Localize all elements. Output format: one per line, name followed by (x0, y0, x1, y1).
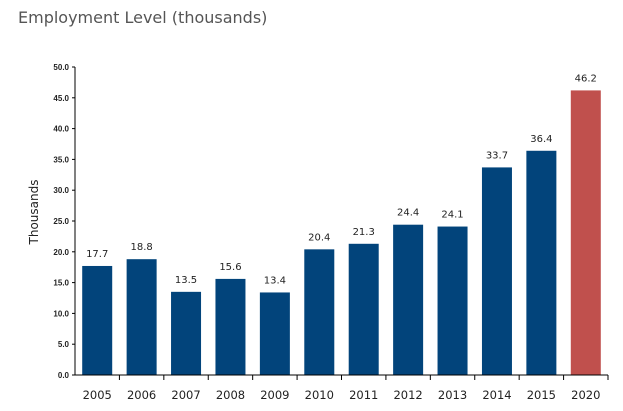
chart-title: Employment Level (thousands) (18, 8, 268, 27)
x-tick-label: 2015 (527, 388, 556, 402)
data-label: 15.6 (219, 262, 241, 273)
x-tick-label: 2014 (482, 388, 511, 402)
x-tick-label: 2005 (83, 388, 112, 402)
data-label: 13.5 (175, 275, 197, 286)
y-tick-label: 10.0 (53, 309, 69, 318)
bar (171, 291, 202, 375)
x-tick-label: 2008 (216, 388, 245, 402)
x-tick-label: 2010 (305, 388, 334, 402)
y-tick-label: 35.0 (53, 155, 69, 164)
x-tick-label: 2006 (127, 388, 156, 402)
x-tick-label: 2013 (438, 388, 467, 402)
bar (526, 150, 557, 375)
y-tick-label: 30.0 (53, 186, 69, 195)
bar (437, 226, 468, 375)
bar (393, 224, 424, 375)
data-label: 24.4 (397, 208, 419, 219)
bar (259, 292, 290, 375)
data-label: 46.2 (575, 73, 597, 84)
bar (348, 243, 379, 375)
x-tick-label: 2020 (571, 388, 600, 402)
data-label: 17.7 (86, 249, 108, 260)
bar (82, 265, 113, 375)
bar (570, 90, 601, 376)
y-tick-label: 45.0 (53, 94, 69, 103)
x-tick-label: 2009 (260, 388, 289, 402)
data-label: 24.1 (441, 210, 463, 221)
x-tick-label: 2011 (349, 388, 378, 402)
y-tick-label: 5.0 (58, 340, 70, 349)
y-tick-label: 20.0 (53, 248, 69, 257)
y-tick-label: 40.0 (53, 125, 69, 134)
y-tick-label: 50.0 (53, 63, 69, 72)
bar (481, 167, 512, 375)
bar (126, 259, 157, 375)
bar (304, 249, 335, 375)
data-label: 13.4 (264, 275, 286, 286)
x-tick-label: 2007 (171, 388, 200, 402)
y-tick-label: 0.0 (58, 371, 70, 380)
y-tick-label: 15.0 (53, 279, 69, 288)
x-tick-label: 2012 (393, 388, 422, 402)
data-label: 18.8 (130, 242, 152, 253)
data-label: 21.3 (353, 227, 375, 238)
data-label: 20.4 (308, 232, 330, 243)
data-label: 33.7 (486, 150, 508, 161)
data-label: 36.4 (530, 134, 552, 145)
y-tick-label: 25.0 (53, 217, 69, 226)
bar (215, 278, 246, 375)
